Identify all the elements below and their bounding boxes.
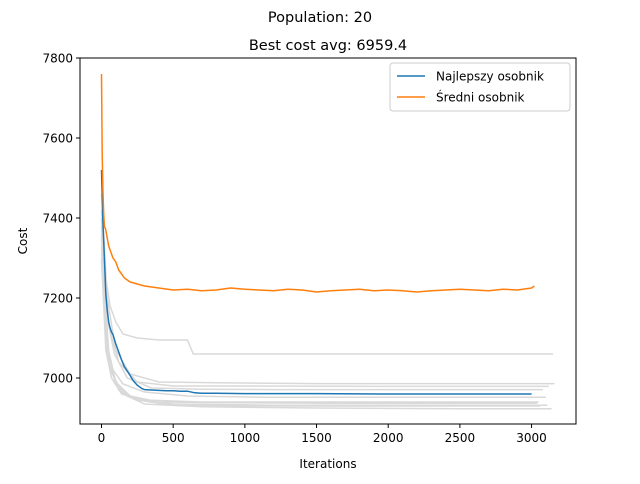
run-line bbox=[100, 257, 539, 403]
x-axis-label: Iterations bbox=[299, 457, 356, 471]
run-line bbox=[100, 193, 555, 385]
chart-suptitle: Population: 20 bbox=[268, 10, 372, 26]
y-tick-label: 7000 bbox=[42, 372, 73, 386]
run-line bbox=[100, 233, 548, 406]
y-axis-ticks: 7000 7200 7400 7600 7800 bbox=[42, 52, 80, 386]
run-lines bbox=[100, 193, 555, 410]
legend-label-best: Najlepszy osobnik bbox=[436, 70, 544, 84]
legend: Najlepszy osobnik Średni osobnik bbox=[389, 62, 571, 112]
run-line bbox=[100, 237, 546, 398]
run-line bbox=[100, 225, 549, 388]
x-tick-label: 2500 bbox=[445, 431, 476, 445]
run-line bbox=[100, 217, 543, 391]
y-tick-label: 7800 bbox=[42, 52, 73, 66]
x-tick-label: 1500 bbox=[301, 431, 332, 445]
x-tick-label: 500 bbox=[162, 431, 185, 445]
run-line bbox=[100, 245, 538, 404]
chart-title: Best cost avg: 6959.4 bbox=[249, 38, 407, 54]
run-line bbox=[100, 209, 554, 355]
y-axis-label: Cost bbox=[16, 227, 30, 254]
plot-frame bbox=[79, 57, 577, 425]
x-axis-ticks: 0 500 1000 1500 2000 2500 3000 bbox=[98, 424, 547, 445]
series-line-mean bbox=[100, 73, 535, 293]
x-tick-label: 2000 bbox=[373, 431, 404, 445]
x-tick-label: 1000 bbox=[230, 431, 261, 445]
y-tick-label: 7400 bbox=[42, 212, 73, 226]
legend-label-mean: Średni osobnik bbox=[436, 90, 525, 105]
x-tick-label: 3000 bbox=[516, 431, 547, 445]
y-tick-label: 7600 bbox=[42, 132, 73, 146]
run-line bbox=[100, 261, 541, 407]
series-line-best bbox=[100, 169, 532, 395]
series-lines bbox=[100, 73, 535, 395]
x-tick-label: 0 bbox=[98, 431, 106, 445]
legend-box bbox=[389, 62, 571, 112]
y-tick-label: 7200 bbox=[42, 292, 73, 306]
